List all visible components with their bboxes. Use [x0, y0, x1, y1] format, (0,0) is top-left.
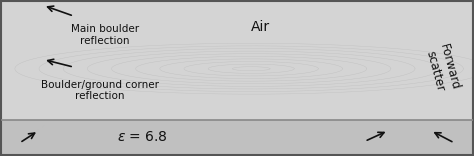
Bar — [0, 120, 474, 155]
Text: $\varepsilon$ = 6.8: $\varepsilon$ = 6.8 — [117, 130, 168, 144]
Text: Air: Air — [251, 20, 270, 34]
Bar — [0, 1, 474, 120]
Text: Boulder/ground corner
reflection: Boulder/ground corner reflection — [41, 80, 159, 101]
Text: Forward
scatter: Forward scatter — [423, 42, 462, 95]
Text: Main boulder
reflection: Main boulder reflection — [71, 24, 139, 46]
